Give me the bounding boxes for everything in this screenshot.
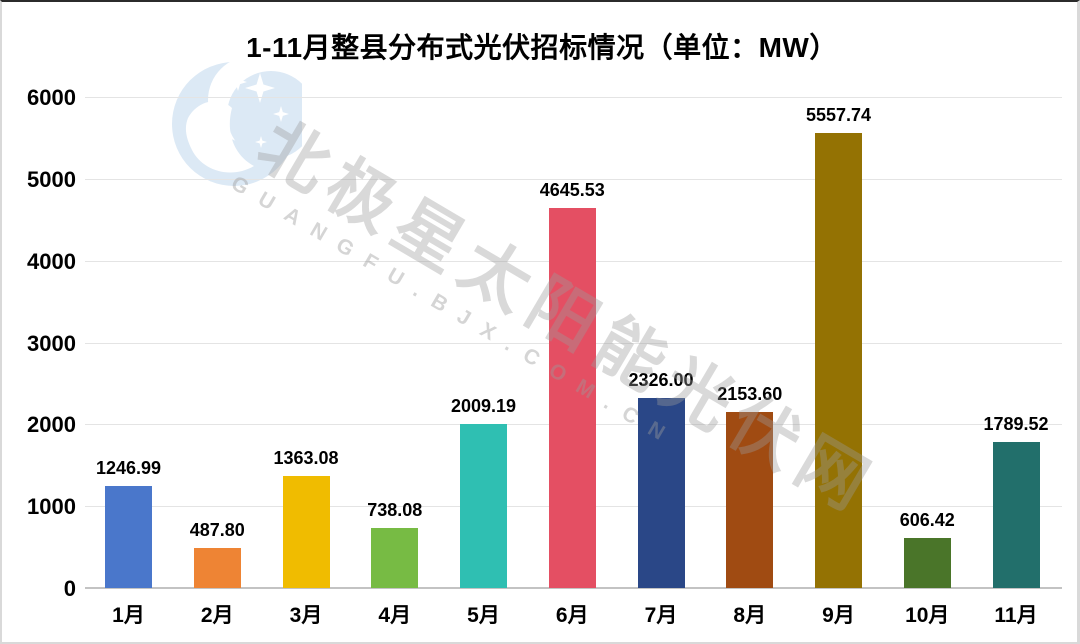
x-axis-label-3月: 3月 <box>289 604 323 627</box>
x-axis-label-5月: 5月 <box>467 604 500 627</box>
bar-value-label-7月: 2326.00 <box>628 369 694 390</box>
x-axis-label-1月: 1月 <box>112 604 145 627</box>
bar-value-label-8月: 2153.60 <box>717 383 783 404</box>
x-axis-label-7月: 7月 <box>644 604 678 627</box>
bar-3月 <box>282 476 330 588</box>
bar-4月 <box>371 527 419 588</box>
bar-value-label-2月: 487.80 <box>189 520 245 541</box>
bar-10月 <box>903 538 951 588</box>
x-axis-label-9月: 9月 <box>822 604 855 627</box>
gridline-5000 <box>85 178 1062 180</box>
x-axis-label-6月: 6月 <box>555 604 589 627</box>
x-axis-label-10月: 10月 <box>905 604 950 627</box>
bar-value-label-6月: 4645.53 <box>539 179 605 200</box>
y-axis-label-2000: 2000 <box>27 412 76 438</box>
y-axis-label-0: 0 <box>63 576 76 601</box>
bar-7月 <box>637 397 685 588</box>
x-axis-label-11月: 11月 <box>994 604 1038 627</box>
site-logo-watermark <box>172 58 302 186</box>
bar-8月 <box>726 411 774 588</box>
chart-title: 1-11月整县分布式光伏招标情况（单位：MW） <box>246 32 838 63</box>
logo-swoosh <box>185 101 254 173</box>
gridline-6000 <box>85 97 1062 98</box>
y-axis-label-3000: 3000 <box>27 330 76 356</box>
x-axis-label-2月: 2月 <box>200 604 234 627</box>
bar-2月 <box>193 548 241 588</box>
bar-value-label-9月: 5557.74 <box>805 105 872 126</box>
bar-value-label-5月: 2009.19 <box>450 395 517 416</box>
x-axis-line <box>85 587 1062 589</box>
bar-value-label-3月: 1363.08 <box>273 448 339 469</box>
bar-value-label-1月: 1246.99 <box>95 457 162 478</box>
y-axis-label-5000: 5000 <box>27 166 76 192</box>
y-axis-label-4000: 4000 <box>27 248 76 274</box>
bar-value-label-11月: 1789.52 <box>983 413 1049 434</box>
bar-5月 <box>460 423 507 588</box>
bar-value-label-10月: 606.42 <box>899 510 955 531</box>
y-axis-label-1000: 1000 <box>27 494 76 520</box>
bar-11月 <box>992 441 1040 588</box>
x-axis-label-4月: 4月 <box>378 604 412 627</box>
bar-6月 <box>548 207 596 588</box>
logo-moon-cut <box>227 71 302 159</box>
bar-9月 <box>815 133 862 588</box>
bar-1月 <box>105 485 152 588</box>
x-axis-label-8月: 8月 <box>733 604 767 627</box>
y-axis-label-6000: 6000 <box>27 85 76 110</box>
bar-value-label-4月: 738.08 <box>367 499 423 520</box>
